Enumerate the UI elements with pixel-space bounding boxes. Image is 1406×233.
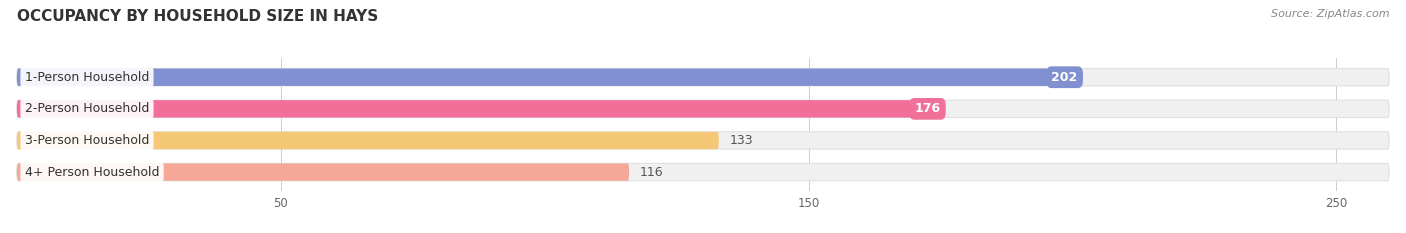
Text: 176: 176 <box>914 102 941 115</box>
Text: 3-Person Household: 3-Person Household <box>25 134 149 147</box>
Text: Source: ZipAtlas.com: Source: ZipAtlas.com <box>1271 9 1389 19</box>
Text: 2-Person Household: 2-Person Household <box>25 102 149 115</box>
Text: OCCUPANCY BY HOUSEHOLD SIZE IN HAYS: OCCUPANCY BY HOUSEHOLD SIZE IN HAYS <box>17 9 378 24</box>
FancyBboxPatch shape <box>17 69 1389 86</box>
FancyBboxPatch shape <box>17 163 1389 181</box>
Text: 4+ Person Household: 4+ Person Household <box>25 166 159 178</box>
FancyBboxPatch shape <box>17 132 1389 149</box>
FancyBboxPatch shape <box>17 163 628 181</box>
FancyBboxPatch shape <box>17 69 1083 86</box>
FancyBboxPatch shape <box>17 132 718 149</box>
Text: 116: 116 <box>640 166 664 178</box>
Text: 1-Person Household: 1-Person Household <box>25 71 149 84</box>
Text: 202: 202 <box>1052 71 1078 84</box>
Text: 133: 133 <box>730 134 754 147</box>
FancyBboxPatch shape <box>17 100 1389 117</box>
FancyBboxPatch shape <box>17 100 946 117</box>
